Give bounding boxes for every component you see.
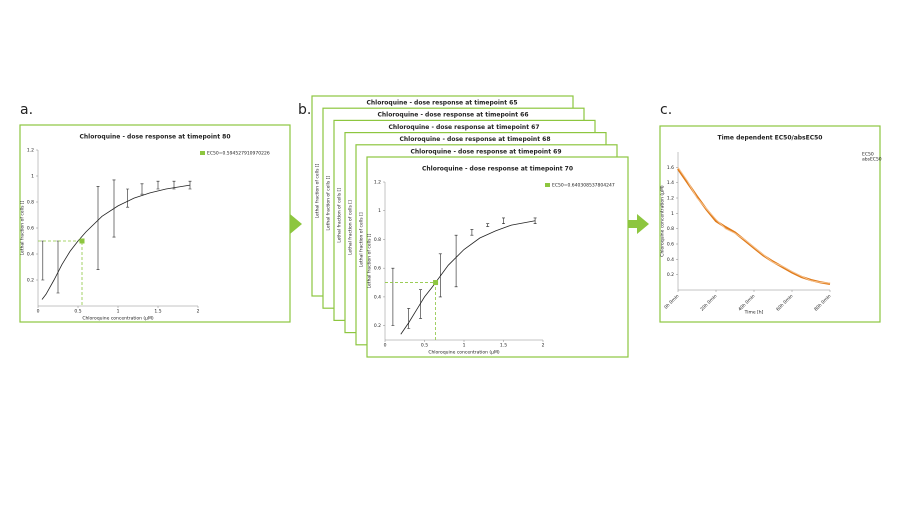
panel-label: b. xyxy=(298,102,311,118)
y-tick-label: 0.6 xyxy=(667,242,674,248)
x-axis-label: Chloroquine concentration (µM) xyxy=(428,350,500,356)
legend-label: EC50=0.640308537804247 xyxy=(552,183,615,189)
x-axis-label: Time [h] xyxy=(744,310,764,316)
y-tick-label: 0.8 xyxy=(667,226,674,232)
y-axis-label: Lethal fraction of cells [] xyxy=(337,188,343,243)
legend-label: absEC50 xyxy=(862,157,882,163)
card xyxy=(659,125,881,323)
ec50-marker xyxy=(79,238,85,244)
y-tick-label: 0.4 xyxy=(667,257,674,263)
y-tick-label: 1.2 xyxy=(374,180,381,186)
y-axis-label: Lethal fraction of cells [] xyxy=(315,163,321,218)
y-tick-label: 0.8 xyxy=(27,200,34,206)
error-bar xyxy=(438,253,442,298)
error-bar xyxy=(407,308,411,329)
x-tick-label: 0 xyxy=(37,309,40,315)
legend-label: EC50 xyxy=(862,152,874,158)
y-axis-label: Lethal fraction of cells [] xyxy=(367,233,373,288)
card-title: Chloroquine - dose response at timepoint… xyxy=(399,136,550,143)
y-tick-label: 1 xyxy=(671,211,674,217)
fit-curve xyxy=(41,184,191,300)
y-tick-label: 1 xyxy=(378,208,381,214)
x-axis-label: Chloroquine concentration (µM) xyxy=(82,316,154,322)
y-tick-label: 0.6 xyxy=(374,266,381,272)
y-tick-label: 1.6 xyxy=(667,165,674,171)
x-tick-label: 0.5 xyxy=(421,343,428,349)
y-axis-label: Lethal fraction of cells [] xyxy=(326,176,332,231)
legend-swatch xyxy=(200,151,205,155)
line xyxy=(677,167,831,284)
y-tick-label: 1 xyxy=(31,174,34,180)
chart-title: Time dependent EC50/absEC50 xyxy=(718,135,823,142)
x-tick-label: 2 xyxy=(197,309,200,315)
y-tick-label: 0.4 xyxy=(27,252,34,258)
x-tick-label: 0 xyxy=(384,343,387,349)
chart-title: Chloroquine - dose response at timepoint… xyxy=(422,166,573,173)
card-title: Chloroquine - dose response at timepoint… xyxy=(366,100,517,107)
x-tick-label: 1 xyxy=(463,343,466,349)
error-bar xyxy=(454,234,458,288)
x-tick-label: 2 xyxy=(542,343,545,349)
card xyxy=(19,124,291,323)
y-tick-label: 0.6 xyxy=(27,226,34,232)
y-axis-label: Chloroquine concentration (µM) xyxy=(660,185,666,257)
ec50-guide xyxy=(38,240,83,306)
x-tick-label: 1.5 xyxy=(154,309,161,315)
y-tick-label: 0.2 xyxy=(374,323,381,329)
error-bar xyxy=(502,217,505,224)
ec50-marker xyxy=(433,280,439,286)
error-bar xyxy=(470,229,474,236)
legend-label: EC50=0.594527910970226 xyxy=(207,151,270,157)
card-title: Chloroquine - dose response at timepoint… xyxy=(377,112,528,119)
error-bar xyxy=(486,223,490,227)
y-tick-label: 0.2 xyxy=(667,272,674,278)
x-tick-label: 1 xyxy=(117,309,120,315)
error-bar xyxy=(126,188,130,208)
chart-title: Chloroquine - dose response at timepoint… xyxy=(79,134,230,141)
error-bar xyxy=(96,186,100,270)
panel-label: a. xyxy=(20,102,33,118)
error-bar xyxy=(140,183,144,195)
arrow xyxy=(622,214,649,234)
y-tick-label: 0.4 xyxy=(374,294,381,300)
card-title: Chloroquine - dose response at timepoint… xyxy=(388,124,539,131)
y-axis-label: Lethal fraction of cells [] xyxy=(348,200,354,255)
error-bar xyxy=(391,267,395,326)
panel-label: c. xyxy=(660,102,672,118)
y-axis-label: Lethal fraction of cells [] xyxy=(20,200,26,255)
card xyxy=(366,156,629,358)
error-bar xyxy=(156,180,160,190)
fit-curve xyxy=(400,220,536,335)
card-title: Chloroquine - dose response at timepoint… xyxy=(410,148,561,155)
y-tick-label: 0.2 xyxy=(27,278,34,284)
x-tick-label: 0.5 xyxy=(74,309,81,315)
y-tick-label: 1.2 xyxy=(667,196,674,202)
y-axis-label: Lethal fraction of cells [] xyxy=(359,212,365,267)
x-tick-label: 1.5 xyxy=(500,343,507,349)
y-tick-label: 0.8 xyxy=(374,237,381,243)
y-tick-label: 1.2 xyxy=(27,148,34,154)
y-tick-label: 1.4 xyxy=(667,180,674,186)
legend-swatch xyxy=(545,183,550,187)
